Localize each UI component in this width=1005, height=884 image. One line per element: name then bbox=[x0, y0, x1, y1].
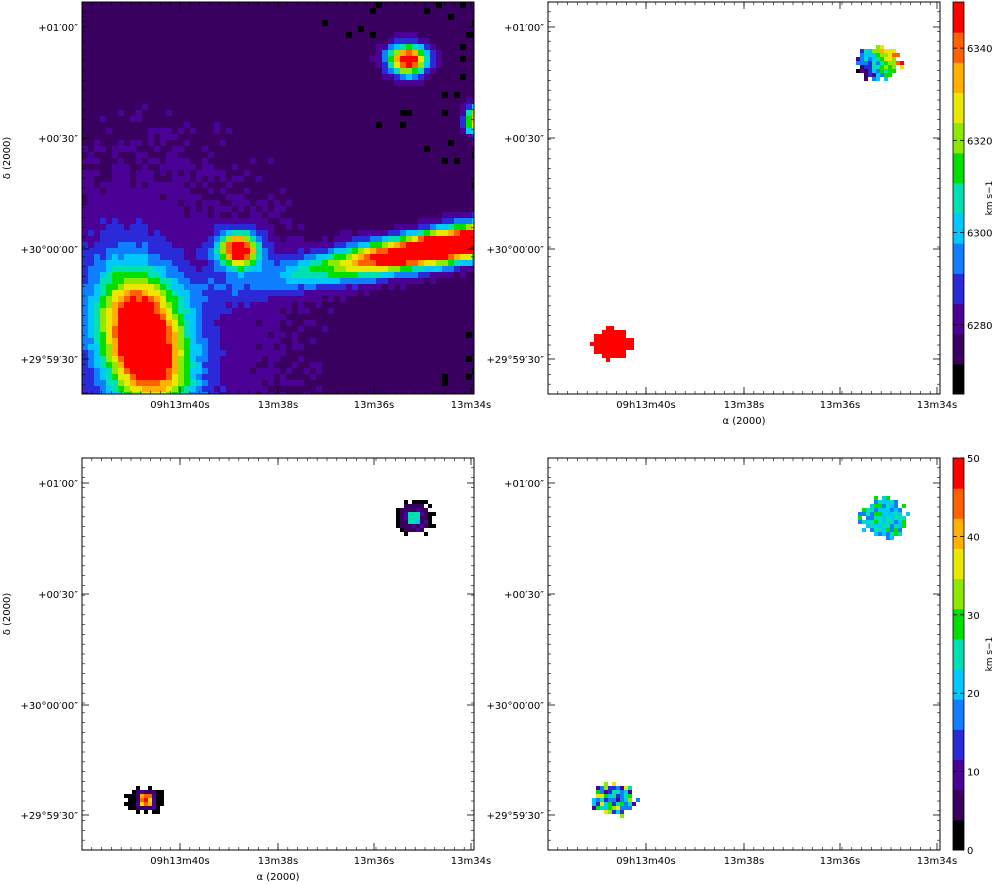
panel-c-map bbox=[124, 500, 436, 814]
panel-c-axes: 09h13m40s 13m38s 13m36s 13m34s +01′00″ +00′30… bbox=[2, 457, 491, 883]
panel-d-colorbar-tick: 20 bbox=[967, 689, 980, 700]
panel-d-colorbar-tick: 0 bbox=[967, 846, 973, 857]
panel-c-ylabel: δ (2000) bbox=[2, 593, 13, 636]
panel-d-colorbar-segment bbox=[953, 759, 964, 791]
panel-c-xtick-label: 13m36s bbox=[354, 856, 394, 867]
panel-d-colorbar-tick: 40 bbox=[967, 532, 980, 543]
panel-b-ytick-label: +29°59′30″ bbox=[486, 355, 544, 366]
panel-d-colorbar-segment bbox=[953, 789, 964, 821]
panel-d-colorbar-tick: 30 bbox=[967, 611, 980, 622]
panel-b-colorbar-segment bbox=[953, 213, 964, 244]
panel-d-ytick-label: +30°00′00″ bbox=[486, 701, 544, 712]
panel-b-xlabel: α (2000) bbox=[722, 416, 765, 427]
panel-d-colorbar-segment bbox=[953, 578, 964, 610]
panel-d-xtick-label: 13m34s bbox=[917, 856, 957, 867]
panel-b-colorbar-segment bbox=[953, 273, 964, 305]
panel-b-xtick-label: 13m34s bbox=[917, 400, 957, 411]
panel-b-colorbar-tick: 6340 bbox=[967, 44, 992, 55]
panel-c-ytick-label: +30°00′00″ bbox=[20, 701, 78, 712]
panel-b-colorbar-label: km s−1 bbox=[985, 181, 995, 216]
panel-b-colorbar: 6280 6300 6320 6340 km s−1 bbox=[952, 1, 995, 395]
panel-d-xtick-label: 13m38s bbox=[724, 856, 764, 867]
panel-b-colorbar-segment bbox=[953, 2, 964, 33]
panel-b-colorbar-segment bbox=[953, 303, 964, 335]
panel-b-xtick-label: 09h13m40s bbox=[616, 400, 675, 411]
panel-d-xtick-label: 09h13m40s bbox=[616, 856, 675, 867]
panel-b-map bbox=[590, 45, 904, 362]
panel-d-colorbar-tick: 10 bbox=[967, 768, 980, 779]
panel-a-ytick-label: +29°59′30″ bbox=[20, 355, 78, 366]
panel-d-colorbar: 0 10 20 30 40 50 km s−1 bbox=[952, 454, 995, 857]
panel-b-xtick-label: 13m38s bbox=[724, 400, 764, 411]
panel-d-colorbar-segment bbox=[953, 729, 964, 761]
panel-b-colorbar-segment bbox=[953, 363, 964, 395]
panel-b-colorbar-segment bbox=[953, 122, 964, 154]
panel-a-ylabel: δ (2000) bbox=[2, 137, 13, 180]
panel-b-colorbar-segment bbox=[953, 243, 964, 274]
panel-a-ytick-label: +00′30″ bbox=[38, 134, 78, 145]
panel-a-ytick-label: +01′00″ bbox=[38, 23, 78, 34]
panel-a-xtick-label: 09h13m40s bbox=[150, 400, 209, 411]
panel-d-colorbar-segment bbox=[953, 488, 964, 519]
panel-a-xtick-label: 13m36s bbox=[354, 400, 394, 411]
panel-a-xtick-label: 13m34s bbox=[451, 400, 491, 411]
panel-d-colorbar-segment bbox=[953, 548, 964, 580]
panel-b-ytick-label: +00′30″ bbox=[504, 134, 544, 145]
panel-d-colorbar-tick: 50 bbox=[967, 454, 980, 465]
panel-b-ytick-label: +01′00″ bbox=[504, 23, 544, 34]
panel-c-ytick-label: +29°59′30″ bbox=[20, 811, 78, 822]
panel-d-colorbar-segment bbox=[953, 518, 964, 549]
panel-b-colorbar-tick: 6320 bbox=[967, 136, 992, 147]
panel-d-colorbar-label: km s−1 bbox=[985, 637, 995, 672]
panel-b-colorbar-segment bbox=[953, 182, 964, 214]
panel-c-ytick-label: +00′30″ bbox=[38, 590, 78, 601]
panel-b-colorbar-segment bbox=[953, 62, 964, 93]
panel-d-colorbar-segment bbox=[953, 608, 964, 640]
panel-c-xtick-label: 13m38s bbox=[258, 856, 298, 867]
panel-b-axes: 09h13m40s 13m38s 13m36s 13m34s +01′00″ +00′30… bbox=[486, 1, 957, 427]
panel-b-colorbar-segment bbox=[953, 152, 964, 184]
panel-a-xtick-label: 13m38s bbox=[258, 400, 298, 411]
panel-b-colorbar-segment bbox=[953, 32, 964, 63]
panel-d-map bbox=[592, 496, 910, 818]
panel-b-colorbar-tick: 6300 bbox=[967, 229, 992, 240]
panel-d-colorbar-segment bbox=[953, 819, 964, 851]
panel-c-xtick-label: 13m34s bbox=[451, 856, 491, 867]
panel-d-colorbar-segment bbox=[953, 638, 964, 670]
panel-d-ytick-label: +01′00″ bbox=[504, 479, 544, 490]
panel-a-axes: 09h13m40s 13m38s 13m36s 13m34s +01′00″ +00′30… bbox=[2, 1, 491, 411]
panel-a-map bbox=[82, 2, 474, 394]
panel-c-ytick-label: +01′00″ bbox=[38, 479, 78, 490]
panel-d-colorbar-segment bbox=[953, 699, 964, 730]
panel-d-ytick-label: +29°59′30″ bbox=[486, 811, 544, 822]
panel-a-ytick-label: +30°00′00″ bbox=[20, 245, 78, 256]
panel-d-ytick-label: +00′30″ bbox=[504, 590, 544, 601]
panel-d-xtick-label: 13m36s bbox=[820, 856, 860, 867]
panel-c-xtick-label: 09h13m40s bbox=[150, 856, 209, 867]
panel-b-ytick-label: +30°00′00″ bbox=[486, 245, 544, 256]
panel-b-xtick-label: 13m36s bbox=[820, 400, 860, 411]
panel-b-colorbar-segment bbox=[953, 333, 964, 365]
panel-d-colorbar-segment bbox=[953, 458, 964, 489]
panel-b-colorbar-tick: 6280 bbox=[967, 321, 992, 332]
panel-d-axes: 09h13m40s 13m38s 13m36s 13m34s +01′00″ +00′30… bbox=[486, 457, 957, 867]
panel-d-colorbar-segment bbox=[953, 669, 964, 700]
panel-b-colorbar-segment bbox=[953, 92, 964, 124]
panel-c-xlabel: α (2000) bbox=[256, 872, 299, 883]
